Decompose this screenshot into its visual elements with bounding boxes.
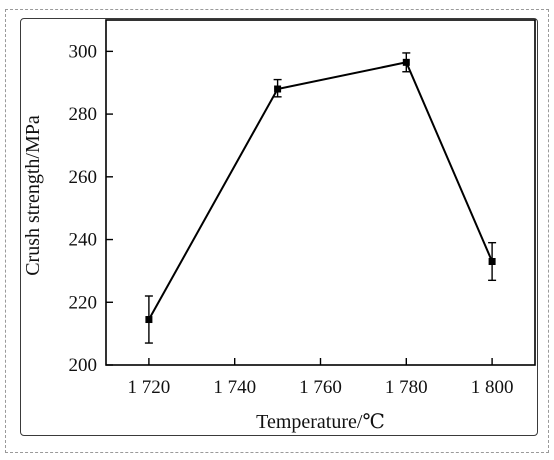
x-tick-label: 1 800: [471, 377, 514, 398]
y-tick-label: 260: [69, 167, 98, 188]
x-tick-label: 1 780: [385, 377, 428, 398]
plot-area-border: [105, 19, 536, 366]
x-tick-label: 1 760: [299, 377, 342, 398]
x-tick-label: 1 720: [128, 377, 171, 398]
y-tick-label: 300: [69, 41, 98, 62]
y-tick-label: 200: [69, 355, 98, 376]
data-point-marker: [274, 85, 282, 93]
outer-dashed-frame: [5, 9, 549, 453]
data-point-marker: [488, 258, 496, 265]
y-tick-label: 280: [69, 104, 98, 125]
y-tick-label: 240: [69, 230, 98, 251]
series-line: [148, 61, 494, 320]
y-tick-label: 220: [69, 292, 98, 313]
y-axis-title: Crush strength/MPa: [22, 115, 44, 276]
data-point-marker: [145, 316, 153, 324]
figure-frame: [20, 18, 538, 436]
series-group: [144, 52, 497, 344]
axes-group: [105, 19, 536, 366]
x-axis-title: Temperature/℃: [256, 411, 385, 433]
x-tick-label: 1 740: [213, 377, 256, 398]
ticks-group: 200 220 240 260 280 300 1 720 1 740 1 760 1 780 1 …: [69, 41, 514, 398]
data-point-marker: [402, 58, 410, 66]
